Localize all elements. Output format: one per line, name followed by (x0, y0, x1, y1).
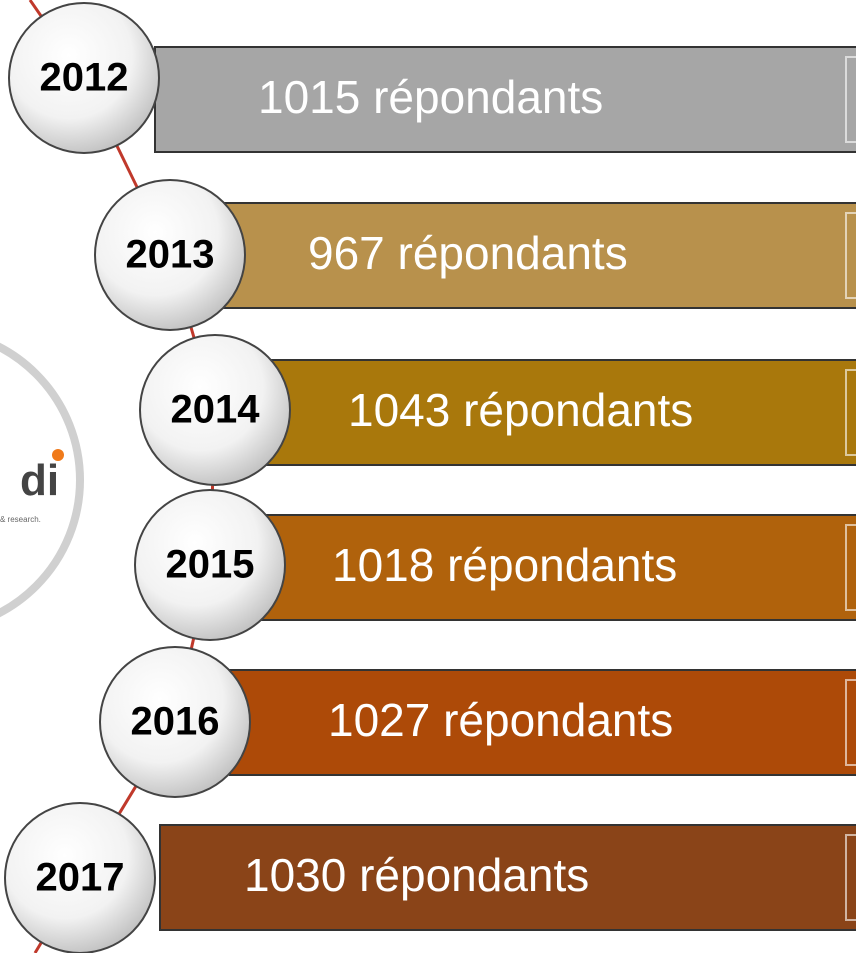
bar-bracket (845, 369, 856, 456)
bar-label: 1027 répondants (328, 694, 673, 746)
bar (249, 514, 856, 621)
rows: 1015 répondants 2012 967 répondants 2013 104… (4, 2, 856, 953)
year-label: 2015 (166, 543, 255, 587)
bar-label: 1030 répondants (244, 849, 589, 901)
year-ball (4, 802, 156, 953)
bar-label: 1018 répondants (332, 539, 677, 591)
year-ball (8, 2, 160, 154)
logo-text: di (20, 456, 59, 505)
bar-bracket (845, 834, 856, 921)
year-label: 2016 (131, 700, 220, 744)
logo-dot (52, 449, 64, 461)
year-ball (139, 334, 291, 486)
timeline-row: 967 répondants 2013 (94, 179, 856, 331)
bar-label: 1015 répondants (258, 71, 603, 123)
timeline-row: 1030 répondants 2017 (4, 802, 856, 953)
year-ball (94, 179, 246, 331)
timeline-row: 1027 répondants 2016 (99, 646, 856, 798)
year-label: 2013 (126, 233, 215, 277)
logo-tagline: & research. (0, 515, 41, 524)
bar-bracket (845, 56, 856, 143)
year-label: 2014 (171, 388, 261, 432)
logo: di & research. (0, 342, 84, 618)
bar (159, 824, 856, 931)
bar-label: 967 répondants (308, 227, 628, 279)
bar-bracket (845, 212, 856, 299)
logo-ring (0, 342, 84, 618)
bar (229, 669, 856, 776)
timeline-row: 1015 répondants 2012 (8, 2, 856, 154)
year-label: 2012 (40, 56, 129, 100)
bar-label: 1043 répondants (348, 384, 693, 436)
bar (244, 359, 856, 466)
year-label: 2017 (36, 856, 125, 900)
year-ball (99, 646, 251, 798)
bar (154, 46, 856, 153)
timeline-row: 1043 répondants 2014 (139, 334, 856, 486)
bar-bracket (845, 524, 856, 611)
year-ball (134, 489, 286, 641)
bar (204, 202, 856, 309)
timeline-row: 1018 répondants 2015 (134, 489, 856, 641)
bar-bracket (845, 679, 856, 766)
